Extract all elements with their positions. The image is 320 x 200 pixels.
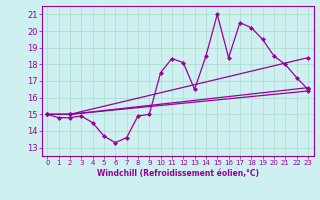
X-axis label: Windchill (Refroidissement éolien,°C): Windchill (Refroidissement éolien,°C) — [97, 169, 259, 178]
